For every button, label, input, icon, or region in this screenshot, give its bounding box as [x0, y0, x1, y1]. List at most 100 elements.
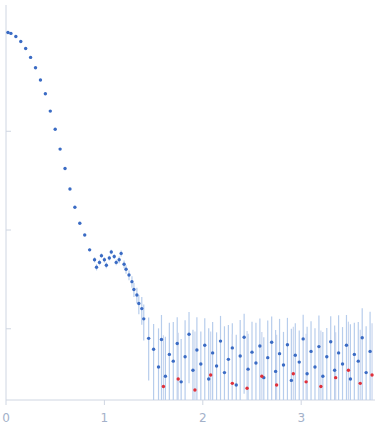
error-bar — [228, 325, 229, 400]
data-point — [333, 369, 336, 372]
data-point — [176, 342, 179, 345]
error-bar — [322, 332, 323, 400]
data-point — [258, 344, 261, 347]
data-point — [83, 233, 86, 236]
data-point — [266, 356, 269, 359]
error-bar — [293, 327, 294, 400]
data-point — [278, 352, 281, 355]
data-point — [349, 377, 352, 380]
data-point — [44, 92, 47, 95]
data-point — [361, 336, 364, 339]
error-bar — [348, 322, 349, 400]
data-point — [157, 365, 160, 368]
data-point — [164, 375, 167, 378]
error-bar — [299, 331, 300, 400]
data-point — [337, 351, 340, 354]
data-point — [127, 273, 130, 276]
error-bar — [188, 312, 189, 383]
data-point — [341, 362, 344, 365]
error-bar — [220, 316, 221, 400]
x-tick-label: 1 — [101, 411, 109, 425]
data-point — [14, 35, 17, 38]
data-point — [135, 293, 138, 296]
x-axis — [6, 400, 375, 401]
error-bar — [204, 318, 205, 400]
data-point — [152, 348, 155, 351]
data-point — [100, 254, 103, 257]
data-point — [132, 288, 135, 291]
data-point — [254, 361, 257, 364]
error-bar — [153, 324, 154, 400]
data-point — [103, 258, 106, 261]
data-point — [292, 372, 295, 375]
data-point — [334, 376, 337, 379]
data-point — [270, 341, 273, 344]
error-bar — [143, 305, 144, 341]
data-point — [231, 382, 234, 385]
x-tick — [301, 400, 302, 405]
points — [6, 31, 373, 392]
error-bar — [208, 328, 209, 400]
error-bar — [320, 331, 321, 400]
y-tick — [6, 131, 11, 132]
data-point — [195, 348, 198, 351]
error-bar — [350, 324, 351, 400]
error-bar — [181, 339, 182, 400]
error-bar — [366, 326, 367, 400]
error-bar — [371, 323, 372, 400]
x-tick — [202, 400, 203, 405]
error-bar — [362, 308, 363, 400]
data-point — [179, 380, 182, 383]
data-point — [313, 365, 316, 368]
data-point — [359, 382, 362, 385]
data-point — [317, 345, 320, 348]
data-point — [231, 346, 234, 349]
data-point — [275, 383, 278, 386]
data-point — [301, 337, 304, 340]
data-point — [95, 266, 98, 269]
error-bar — [169, 323, 170, 400]
error-bar — [200, 331, 201, 400]
plot-area — [6, 31, 373, 400]
error-bar — [338, 315, 339, 400]
data-point — [183, 355, 186, 358]
data-point — [93, 258, 96, 261]
data-point — [215, 364, 218, 367]
data-point — [193, 388, 196, 391]
data-point — [29, 56, 32, 59]
data-point — [172, 359, 175, 362]
data-point — [108, 256, 111, 259]
data-point — [309, 350, 312, 353]
error-bar — [334, 325, 335, 400]
data-point — [345, 344, 348, 347]
error-bar — [330, 316, 331, 400]
error-bar — [291, 329, 292, 400]
error-bar — [346, 315, 347, 400]
error-bar — [210, 331, 211, 400]
data-point — [246, 367, 249, 370]
error-bar — [196, 317, 197, 400]
x-tick-label: 0 — [2, 411, 10, 425]
data-point — [274, 370, 277, 373]
data-point — [347, 369, 350, 372]
error-bar — [163, 335, 164, 400]
data-point — [68, 187, 71, 190]
data-point — [319, 385, 322, 388]
data-point — [357, 359, 360, 362]
error-bar — [232, 334, 233, 400]
data-point — [168, 353, 171, 356]
data-point — [245, 387, 248, 390]
error-bar — [212, 322, 213, 400]
data-point — [160, 338, 163, 341]
data-point — [73, 206, 76, 209]
error-bar — [259, 319, 260, 400]
data-point — [34, 66, 37, 69]
error-bar — [244, 314, 245, 394]
data-point — [321, 375, 324, 378]
error-bar — [287, 318, 288, 400]
data-point — [227, 358, 230, 361]
error-bar — [335, 332, 336, 400]
data-point — [117, 258, 120, 261]
data-point — [98, 261, 101, 264]
data-point — [203, 344, 206, 347]
